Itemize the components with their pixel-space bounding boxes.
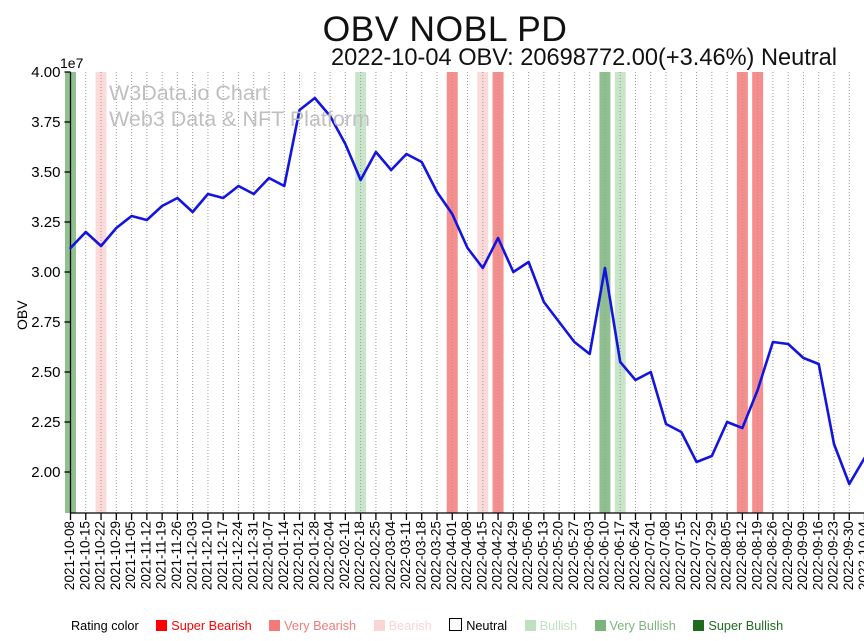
svg-text:2022-09-16: 2022-09-16 [810, 521, 825, 590]
svg-text:2021-10-22: 2021-10-22 [93, 521, 108, 590]
svg-text:2022-01-28: 2022-01-28 [306, 521, 321, 590]
svg-text:3.25: 3.25 [31, 214, 60, 231]
svg-text:2022-09-30: 2022-09-30 [841, 521, 856, 590]
svg-text:3.75: 3.75 [31, 114, 60, 131]
svg-text:2022-02-25: 2022-02-25 [368, 521, 383, 590]
svg-text:2022-04-29: 2022-04-29 [505, 521, 520, 590]
svg-text:2022-08-26: 2022-08-26 [765, 521, 780, 590]
svg-text:2021-12-17: 2021-12-17 [215, 521, 230, 590]
svg-text:2021-12-31: 2021-12-31 [245, 521, 260, 590]
svg-text:2022-06-24: 2022-06-24 [627, 521, 642, 591]
svg-text:2022-07-01: 2022-07-01 [642, 521, 657, 590]
svg-text:2021-11-12: 2021-11-12 [138, 521, 153, 589]
svg-text:2022-06-10: 2022-06-10 [597, 521, 612, 590]
svg-text:2022-01-07: 2022-01-07 [261, 521, 276, 590]
svg-text:2022-05-13: 2022-05-13 [535, 521, 550, 590]
svg-text:2.50: 2.50 [31, 364, 60, 381]
svg-text:2022-08-12: 2022-08-12 [734, 521, 749, 590]
svg-text:2022-05-27: 2022-05-27 [566, 521, 581, 590]
svg-text:2022-02-11: 2022-02-11 [337, 521, 352, 589]
svg-text:2022-03-25: 2022-03-25 [429, 521, 444, 590]
svg-text:2.25: 2.25 [31, 414, 60, 431]
svg-text:2022-08-05: 2022-08-05 [719, 521, 734, 590]
svg-text:2022-07-15: 2022-07-15 [673, 521, 688, 590]
svg-text:2021-10-29: 2021-10-29 [108, 521, 123, 590]
svg-text:2022-04-22: 2022-04-22 [490, 521, 505, 590]
svg-text:2021-11-05: 2021-11-05 [123, 521, 138, 589]
svg-text:2022-01-21: 2022-01-21 [291, 521, 306, 590]
svg-text:2021-12-10: 2021-12-10 [200, 521, 215, 590]
svg-text:2022-09-09: 2022-09-09 [795, 521, 810, 590]
svg-text:2022-04-01: 2022-04-01 [444, 521, 459, 590]
svg-text:2022-03-18: 2022-03-18 [413, 521, 428, 590]
svg-text:2021-10-15: 2021-10-15 [77, 521, 92, 590]
svg-text:2022-03-11: 2022-03-11 [398, 521, 413, 589]
svg-text:2022-02-04: 2022-02-04 [322, 521, 337, 591]
svg-text:2.75: 2.75 [31, 314, 60, 331]
svg-text:2022-09-02: 2022-09-02 [780, 521, 795, 590]
svg-text:2021-11-19: 2021-11-19 [154, 521, 169, 589]
svg-text:2022-05-06: 2022-05-06 [520, 521, 535, 590]
svg-text:2022-03-04: 2022-03-04 [383, 521, 398, 591]
svg-text:2022-04-15: 2022-04-15 [474, 521, 489, 590]
svg-text:2021-10-08: 2021-10-08 [62, 521, 77, 590]
svg-text:3.50: 3.50 [31, 164, 60, 181]
svg-text:2022-01-14: 2022-01-14 [276, 521, 291, 591]
svg-text:2022-08-19: 2022-08-19 [749, 521, 764, 590]
svg-text:2022-07-08: 2022-07-08 [658, 521, 673, 590]
svg-text:2022-04-08: 2022-04-08 [459, 521, 474, 590]
svg-text:2022-07-29: 2022-07-29 [703, 521, 718, 590]
svg-text:3.00: 3.00 [31, 264, 60, 281]
svg-text:2022-02-18: 2022-02-18 [352, 521, 367, 590]
svg-text:2022-06-17: 2022-06-17 [612, 521, 627, 590]
svg-text:4.00: 4.00 [31, 64, 60, 81]
svg-text:2021-11-26: 2021-11-26 [169, 521, 184, 589]
svg-text:2.00: 2.00 [31, 464, 60, 481]
svg-text:2022-05-20: 2022-05-20 [551, 521, 566, 590]
svg-text:2022-09-23: 2022-09-23 [826, 521, 841, 590]
svg-text:2021-12-03: 2021-12-03 [184, 521, 199, 590]
svg-text:2022-06-03: 2022-06-03 [581, 521, 596, 590]
svg-text:2021-12-24: 2021-12-24 [230, 521, 245, 591]
svg-text:2022-07-22: 2022-07-22 [688, 521, 703, 590]
svg-text:2022-10-04: 2022-10-04 [856, 521, 864, 591]
